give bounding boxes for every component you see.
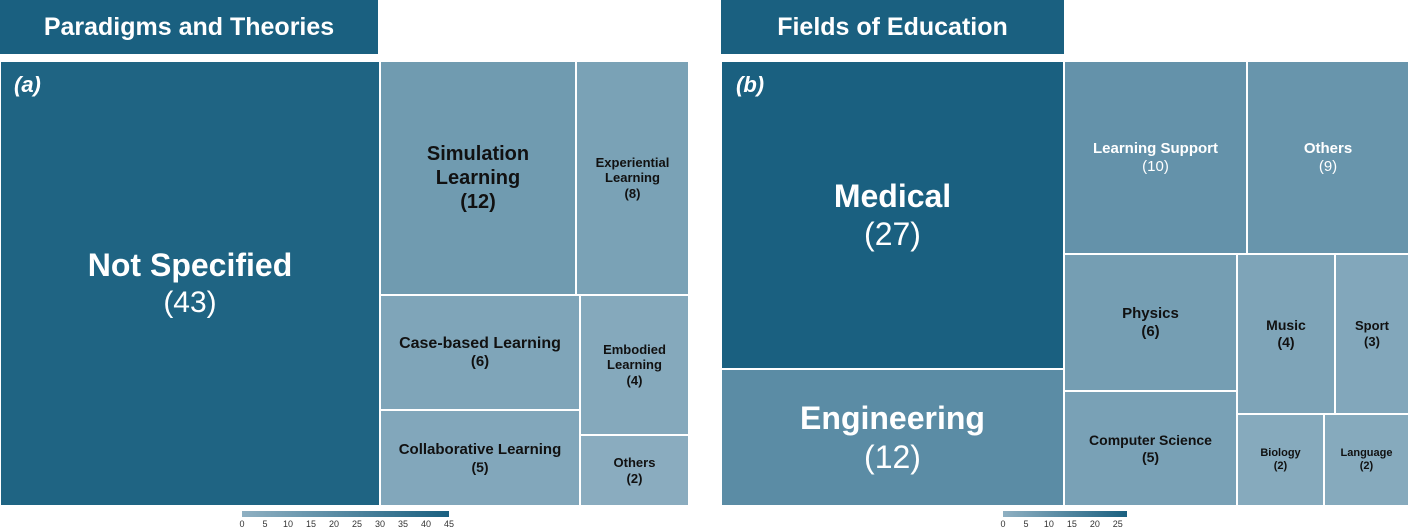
tile-count: (2)	[626, 470, 643, 486]
tile-computer-science: Computer Science (5)	[1064, 391, 1237, 506]
tile-learning-support: Learning Support (10)	[1064, 61, 1247, 254]
tile-not-specified: Not Specified (43)	[0, 61, 380, 506]
legend-gradient	[242, 511, 449, 517]
tile-label: Experiential Learning	[595, 154, 670, 186]
panel-b-label: (b)	[736, 72, 765, 97]
legend-tick: 5	[262, 519, 268, 529]
tile-count: (9)	[1318, 157, 1338, 175]
tile-simulation-learning: Simulation Learning (12)	[380, 61, 576, 295]
tile-label: Collaborative Learning	[398, 440, 562, 458]
legend-tick: 15	[305, 519, 317, 529]
legend-tick: 35	[397, 519, 409, 529]
tile-music: Music (4)	[1237, 254, 1335, 414]
tile-count: (12)	[460, 191, 496, 213]
tile-count: (10)	[1142, 157, 1169, 175]
tile-experiential-learning: Experiential Learning (8)	[576, 61, 689, 295]
legend-tick: 5	[1023, 519, 1029, 529]
panel-a-title: Paradigms and Theories	[0, 0, 378, 54]
legend-tick: 45	[443, 519, 455, 529]
legend-gradient	[1003, 511, 1127, 517]
tile-count: (2)	[1359, 460, 1374, 472]
tile-count: (8)	[624, 185, 641, 201]
tile-count: (43)	[163, 285, 217, 319]
legend-tick: 15	[1066, 519, 1077, 529]
tile-count: (2)	[1273, 460, 1288, 472]
tile-label: Computer Science	[1089, 431, 1212, 448]
tile-label: Case-based Learning	[399, 334, 561, 352]
panel-a-label: (a)	[14, 72, 41, 97]
legend-tick: 25	[351, 519, 363, 529]
tile-embodied-learning: Embodied Learning (4)	[580, 295, 689, 435]
legend-tick: 0	[1000, 519, 1006, 529]
legend-tick: 10	[282, 519, 294, 529]
legend-tick: 20	[328, 519, 340, 529]
tile-label: Not Specified	[87, 247, 293, 284]
tile-others: Others (2)	[580, 435, 689, 506]
tile-label: Physics	[1122, 304, 1179, 322]
legend-tick: 25	[1112, 519, 1123, 529]
tile-count: (5)	[471, 458, 489, 475]
tile-count: (4)	[1277, 334, 1295, 350]
tile-count: (4)	[626, 372, 643, 388]
tile-medical: Medical (27)	[721, 61, 1064, 369]
tile-collaborative-learning: Collaborative Learning (5)	[380, 410, 580, 506]
tile-label: Embodied Learning	[603, 341, 666, 373]
tile-others: Others (9)	[1247, 61, 1409, 254]
tile-count: (5)	[1141, 448, 1160, 465]
tile-label: Learning Support	[1093, 139, 1218, 157]
tile-label: Medical	[833, 177, 952, 214]
tile-biology: Biology (2)	[1237, 414, 1324, 506]
legend-tick: 20	[1089, 519, 1100, 529]
tile-count: (3)	[1364, 334, 1380, 349]
tile-label: Others	[613, 454, 656, 470]
legend-tick: 0	[239, 519, 245, 529]
tile-sport: Sport (3)	[1335, 254, 1409, 414]
tile-count: (27)	[864, 216, 921, 252]
tile-engineering: Engineering (12)	[721, 369, 1064, 506]
tile-label: Biology	[1260, 446, 1301, 459]
tile-label: Music	[1266, 317, 1306, 334]
tile-label: Language	[1340, 446, 1393, 459]
tile-count: (12)	[864, 438, 921, 475]
tile-physics: Physics (6)	[1064, 254, 1237, 391]
legend-tick: 30	[374, 519, 386, 529]
tile-label: Sport	[1355, 318, 1389, 334]
tile-count: (6)	[1141, 322, 1160, 340]
tile-label: Simulation Learning	[426, 143, 530, 189]
tile-language: Language (2)	[1324, 414, 1409, 506]
tile-case-based-learning: Case-based Learning (6)	[380, 295, 580, 410]
panel-b-title: Fields of Education	[721, 0, 1064, 54]
tile-label: Others	[1303, 139, 1353, 157]
tile-count: (6)	[470, 353, 490, 371]
legend-tick: 10	[1043, 519, 1054, 529]
legend-tick: 40	[420, 519, 432, 529]
tile-label: Engineering	[800, 400, 985, 437]
